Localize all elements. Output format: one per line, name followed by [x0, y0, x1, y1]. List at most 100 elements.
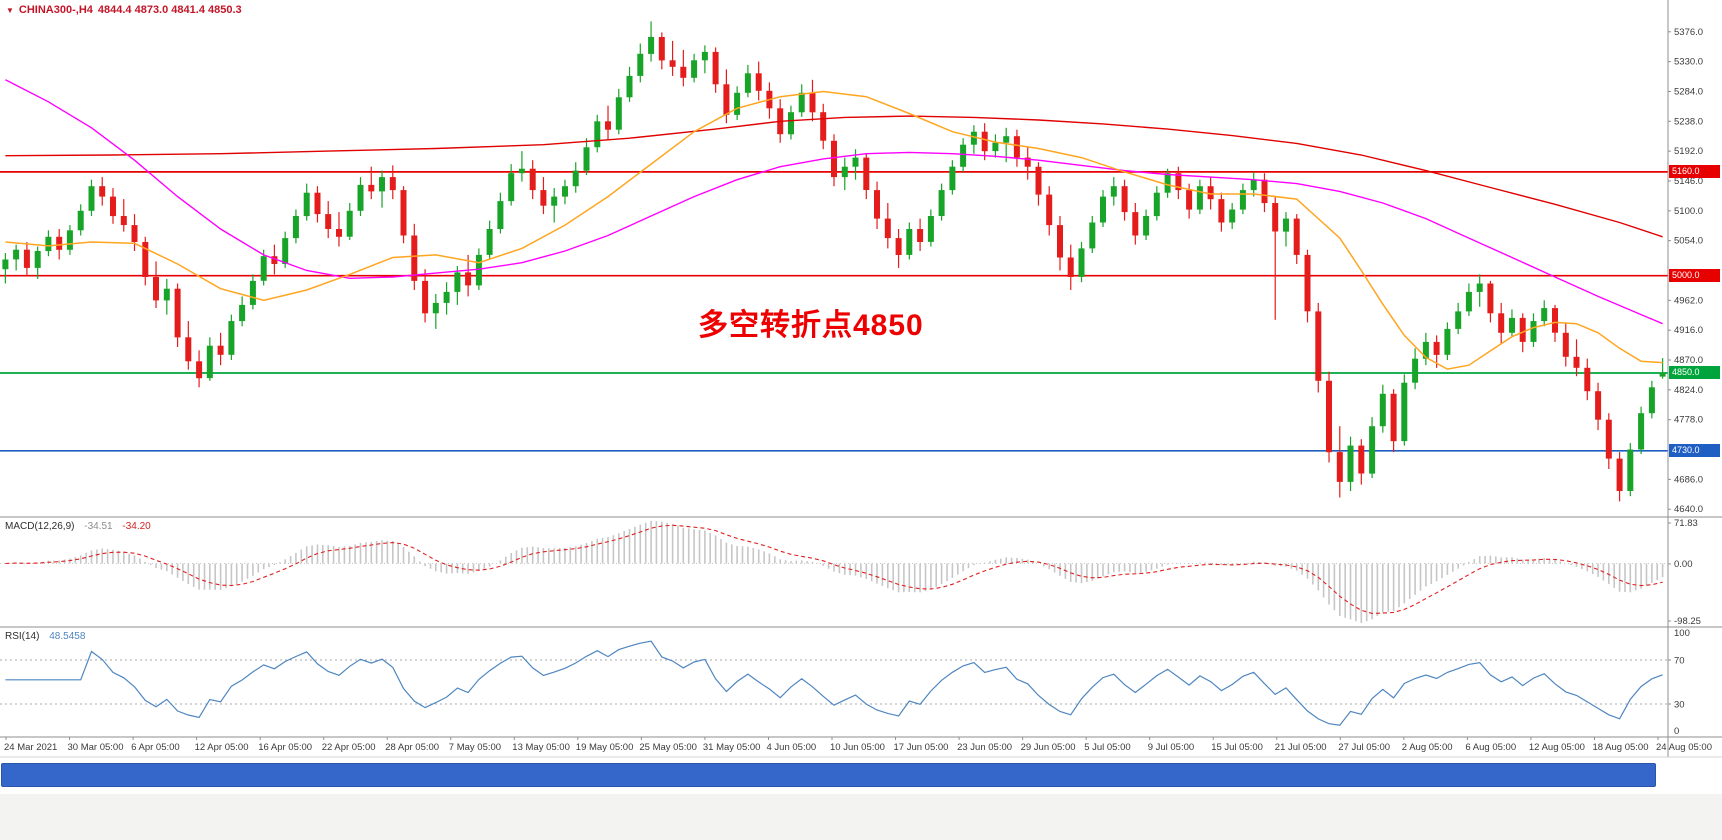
candle-body [1110, 186, 1117, 197]
candle-body [917, 229, 924, 242]
price-tick-label: 4916.0 [1674, 325, 1703, 336]
candle-body [1304, 254, 1311, 312]
time-axis-label: 27 Jul 05:00 [1338, 742, 1390, 753]
candle-body [1541, 308, 1548, 322]
candle-body [755, 73, 762, 91]
candle-body [314, 192, 321, 215]
candle-body [1326, 380, 1332, 453]
macd-indicator-label: MACD(12,26,9) -34.51 -34.20 [5, 521, 151, 532]
candle-body [562, 186, 568, 197]
candle-body [1046, 194, 1053, 226]
candle-body [1261, 179, 1268, 204]
time-axis[interactable]: 24 Mar 2021 30 Mar 05:00 6 Apr 05:00 12 Apr… [4, 737, 1712, 753]
price-axis[interactable]: 5376.0 5330.0 5284.0 5238.0 5192.0 5146.0 5100… [1668, 27, 1703, 515]
candle-body [1616, 458, 1623, 491]
candle-body [1100, 196, 1106, 223]
candle-body [508, 173, 515, 202]
time-axis-label: 19 May 05:00 [576, 742, 634, 753]
candle-body [346, 210, 353, 237]
price-tick-label: 5330.0 [1674, 57, 1703, 68]
candle-body [465, 272, 472, 286]
macd-main-value: -34.51 [84, 521, 113, 532]
annotation-text[interactable]: 多空转折点4850 [698, 309, 924, 342]
scrollbar-thumb[interactable] [1, 763, 1656, 787]
rsi-scale-label: 0 [1674, 726, 1679, 737]
price-line-badge: 4730.0 [1669, 444, 1720, 458]
candle-body [605, 121, 611, 130]
candle-body [206, 345, 213, 379]
candle-body [658, 37, 665, 61]
candle-body [1218, 199, 1225, 223]
candle-body [970, 131, 977, 145]
candle-body [637, 53, 644, 76]
candle-body [475, 254, 482, 286]
candle-body [239, 304, 246, 322]
candle-body [1509, 317, 1515, 333]
time-axis-label: 23 Jun 05:00 [957, 742, 1012, 753]
candle-body [852, 157, 859, 167]
candle-body [788, 112, 794, 135]
price-tick-label: 4686.0 [1674, 474, 1703, 485]
candle-body [583, 147, 590, 171]
time-axis-label: 28 Apr 05:00 [385, 742, 439, 753]
price-tick-label: 4824.0 [1674, 385, 1703, 396]
candle-body [131, 225, 138, 242]
candle-body [271, 256, 278, 264]
ma-fast-orange [5, 90, 1663, 370]
candle-body [185, 337, 192, 362]
price-line-badge: 5000.0 [1669, 269, 1720, 283]
candle-body [389, 177, 396, 191]
candle-body [1186, 190, 1193, 210]
candle-body [1433, 341, 1440, 355]
candle-body [77, 210, 84, 231]
candle-body [45, 236, 52, 252]
candle-body [529, 168, 536, 191]
candle-body [712, 51, 719, 85]
candle-body [701, 51, 708, 61]
candle-body [368, 184, 375, 192]
candle-body [1315, 311, 1322, 381]
candle-body [110, 196, 116, 217]
candle-body [1057, 225, 1063, 258]
macd-signal-value: -34.20 [122, 521, 151, 532]
price-line-badge: 5160.0 [1669, 165, 1720, 179]
ohlc-values: 4844.4 4873.0 4841.4 4850.3 [97, 4, 242, 16]
rsi-scale-label: 70 [1674, 656, 1685, 667]
time-axis-label: 24 Mar 2021 [4, 742, 57, 753]
candle-body [895, 238, 902, 255]
candle-body [615, 97, 622, 130]
rsi-indicator-label: RSI(14) 48.5458 [5, 631, 85, 642]
time-axis-label: 7 May 05:00 [449, 742, 501, 753]
candle-body [196, 361, 203, 379]
candle-body [626, 75, 633, 98]
candle-body [1487, 283, 1494, 314]
candle-body [1444, 328, 1451, 355]
candle-body [1584, 367, 1591, 392]
price-line-badge: 4850.0 [1669, 366, 1720, 380]
horizontal-scrollbar[interactable] [0, 758, 1722, 792]
rsi-scale-label: 30 [1674, 700, 1685, 711]
candle-body [486, 229, 493, 255]
candle-body [744, 73, 751, 93]
candle-body [1562, 332, 1569, 357]
candle-body [1089, 222, 1096, 249]
symbol-ohlc-readout: ▼ CHINA300-,H4 4844.4 4873.0 4841.4 4850… [6, 4, 242, 16]
candle-body [1067, 257, 1074, 277]
candle-body [2, 259, 9, 270]
time-axis-label: 24 Aug 05:00 [1656, 742, 1712, 753]
candle-body [217, 345, 224, 355]
candle-body [1143, 216, 1150, 236]
candle-body [1465, 291, 1472, 312]
dropdown-arrow-icon[interactable]: ▼ [6, 5, 14, 15]
price-tick-label: 4870.0 [1674, 355, 1703, 366]
candle-body [863, 157, 870, 190]
price-tick-label: 5284.0 [1674, 87, 1703, 98]
time-axis-label: 30 Mar 05:00 [68, 742, 124, 753]
time-axis-label: 12 Aug 05:00 [1529, 742, 1585, 753]
candle-body [1358, 445, 1365, 474]
rsi-name: RSI(14) [5, 631, 40, 642]
candle-body [23, 249, 30, 268]
candle-body [1250, 179, 1257, 191]
